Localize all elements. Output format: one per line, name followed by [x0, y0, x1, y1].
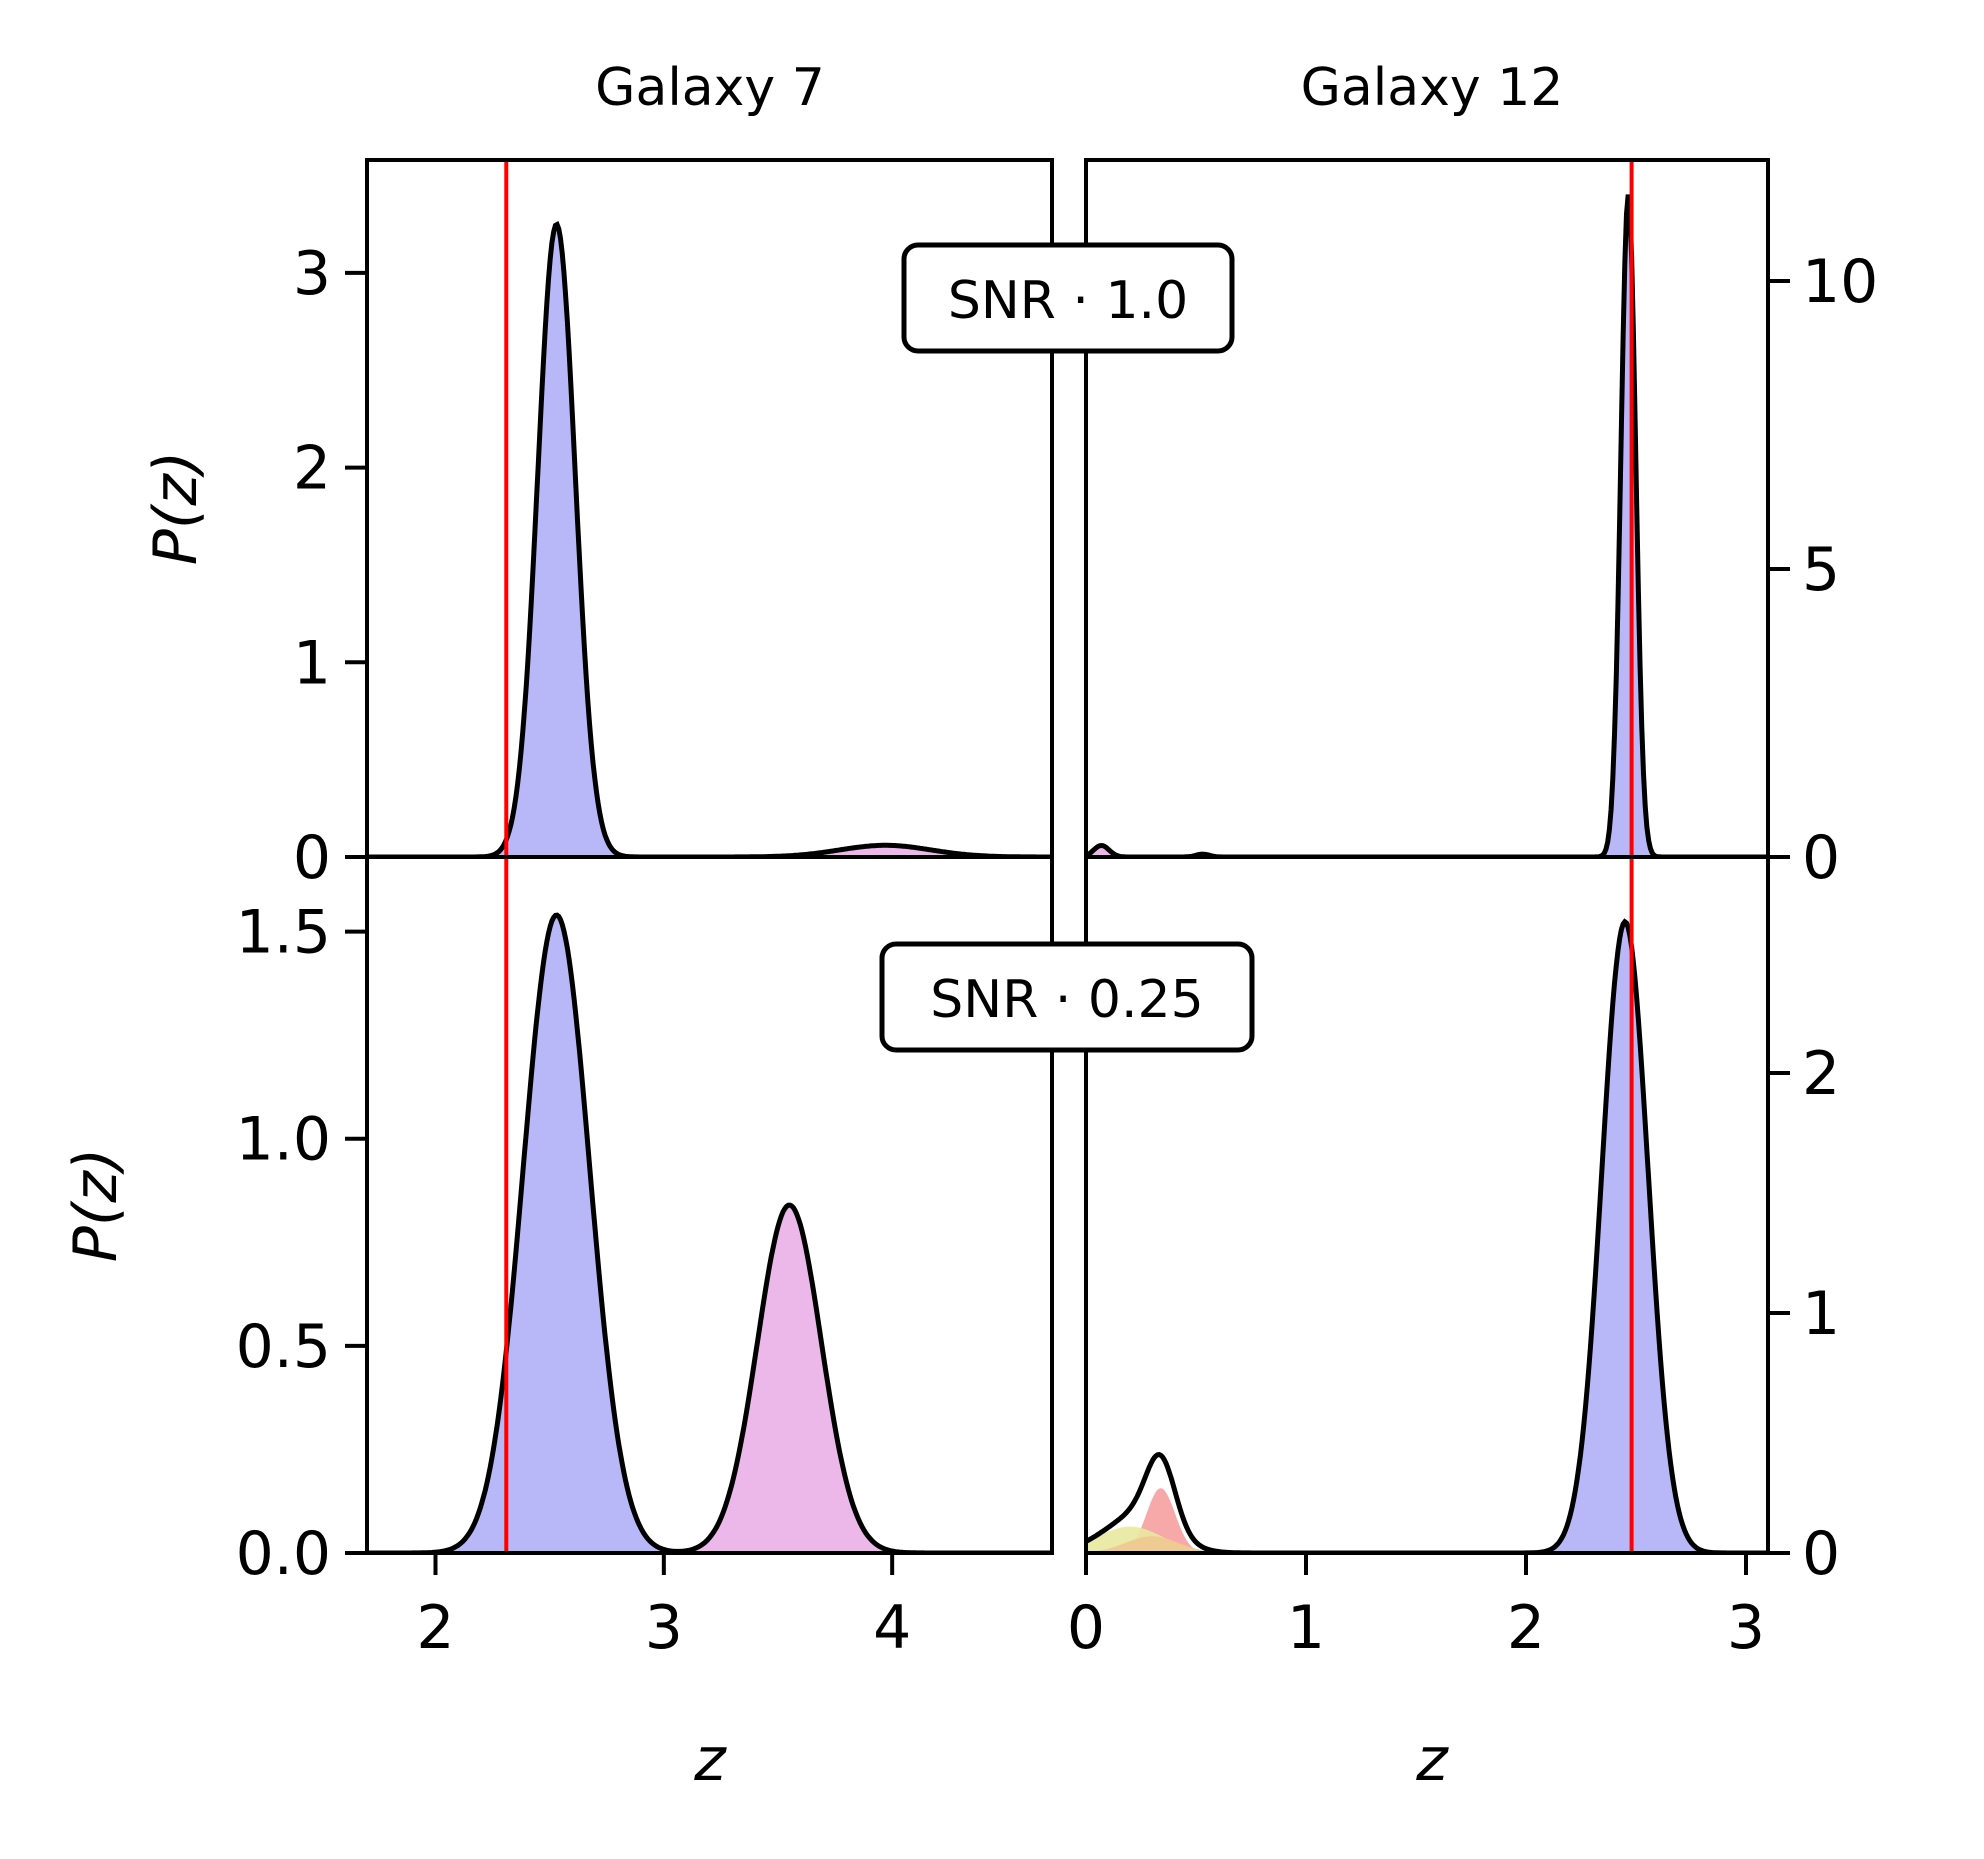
x-axis-label-left: z — [693, 1725, 727, 1795]
x-tick-label: 3 — [1727, 1593, 1765, 1663]
y-tick-label: 10 — [1802, 247, 1878, 317]
component-area-1 — [1086, 921, 1768, 1553]
y-tick-label: 3 — [293, 239, 331, 309]
x-tick-label: 4 — [873, 1593, 911, 1663]
snr-annotation-bottom: SNR · 0.25 — [879, 941, 1255, 1053]
panel-galaxy-12-snr-025: 0 1 2 0 1 2 3 — [1067, 855, 1840, 1663]
y-tick-label: 1 — [293, 628, 331, 698]
snr-label-bottom: SNR · 0.25 — [930, 970, 1203, 1030]
x-tick-label: 2 — [416, 1593, 454, 1663]
y-axis-label-top: P(z) — [141, 451, 211, 566]
total-pdf-line — [1086, 918, 1768, 1553]
y-tick-label: 0.5 — [236, 1312, 331, 1382]
component-area-1 — [367, 224, 1052, 857]
component-area-2 — [367, 1205, 1052, 1553]
snr-annotation-top: SNR · 1.0 — [901, 242, 1235, 354]
y-tick-label: 0 — [1802, 1519, 1840, 1589]
y-tick-label: 1 — [1802, 1279, 1840, 1349]
y-tick-label: 5 — [1802, 535, 1840, 605]
total-pdf-line — [367, 912, 1052, 1553]
y-tick-label: 2 — [1802, 1039, 1840, 1109]
x-tick-label: 2 — [1507, 1593, 1545, 1663]
component-area-2 — [367, 845, 1052, 857]
component-area-1 — [367, 915, 1052, 1553]
y-tick-label: 1.0 — [236, 1105, 331, 1175]
panel-galaxy-7-snr-025: 0.0 0.5 1.0 1.5 2 3 4 — [236, 855, 1054, 1663]
x-tick-label: 1 — [1287, 1593, 1325, 1663]
y-axis-label-bottom: P(z) — [61, 1148, 131, 1263]
snr-label-top: SNR · 1.0 — [948, 271, 1188, 331]
x-tick-label: 0 — [1067, 1593, 1105, 1663]
panel-frame — [1084, 855, 1770, 1555]
y-tick-label: 2 — [293, 434, 331, 504]
panel-title-galaxy-7: Galaxy 7 — [595, 58, 825, 118]
panel-frame — [365, 855, 1054, 1555]
x-tick-label: 3 — [645, 1593, 683, 1663]
y-tick-label: 0 — [1802, 823, 1840, 893]
x-axis-label-right: z — [1415, 1725, 1449, 1795]
y-tick-label: 0 — [293, 823, 331, 893]
plot-area — [367, 857, 1052, 1553]
y-tick-label: 0.0 — [236, 1519, 331, 1589]
y-tick-label: 1.5 — [236, 898, 331, 968]
panel-title-galaxy-12: Galaxy 12 — [1301, 58, 1564, 118]
